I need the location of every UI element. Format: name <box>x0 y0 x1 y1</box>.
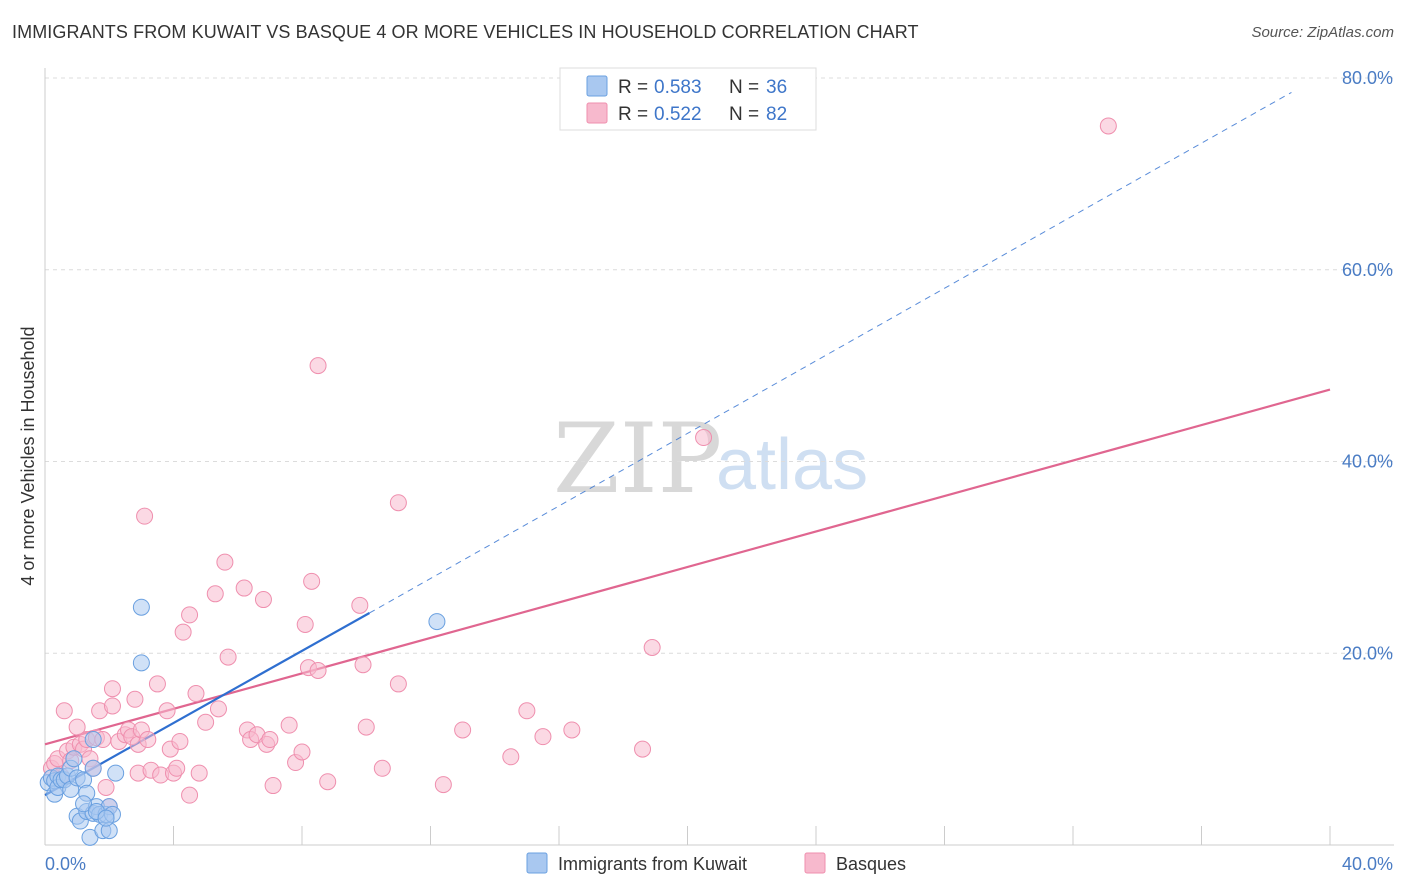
trend-line-kuwait-extension <box>369 91 1292 614</box>
data-points <box>39 117 1117 846</box>
watermark: ZIP atlas <box>553 403 868 515</box>
trend-line-basques <box>44 388 1331 746</box>
point-basques <box>181 606 199 624</box>
y-tick-label: 80.0% <box>1342 68 1393 88</box>
point-basques <box>68 718 86 736</box>
point-basques <box>216 553 234 571</box>
point-basques <box>354 656 372 674</box>
point-basques <box>136 507 154 525</box>
stats-r-value-kuwait: 0.583 <box>654 77 702 98</box>
stats-box: R = 0.583 N = 36 R = 0.522 N = 82 <box>559 67 817 131</box>
point-basques <box>563 721 581 739</box>
y-tick-label: 60.0% <box>1342 260 1393 280</box>
stats-n-label-basques: N = <box>729 104 759 125</box>
point-kuwait <box>97 809 115 827</box>
point-kuwait <box>75 795 93 813</box>
point-basques <box>309 357 327 375</box>
chart-title: IMMIGRANTS FROM KUWAIT VS BASQUE 4 OR MO… <box>12 22 919 42</box>
grid <box>45 77 1394 654</box>
point-basques <box>296 615 314 633</box>
point-basques <box>190 764 208 782</box>
point-basques <box>695 429 713 447</box>
stats-n-label-kuwait: N = <box>729 77 759 98</box>
point-kuwait <box>84 759 102 777</box>
legend-label-basques: Basques <box>836 854 906 874</box>
point-basques <box>209 700 227 718</box>
point-basques <box>293 743 311 761</box>
point-basques <box>1099 117 1117 135</box>
point-kuwait <box>132 598 150 616</box>
point-basques <box>197 713 215 731</box>
point-basques <box>103 680 121 698</box>
point-basques <box>235 579 253 597</box>
point-basques <box>103 697 121 715</box>
watermark-atlas: atlas <box>716 425 868 505</box>
point-basques <box>219 648 237 666</box>
point-basques <box>634 740 652 758</box>
point-basques <box>168 759 186 777</box>
axes <box>44 68 1394 846</box>
legend-swatch-kuwait <box>526 852 548 874</box>
y-tick-label: 40.0% <box>1342 452 1393 472</box>
point-basques <box>181 786 199 804</box>
stats-n-value-basques: 82 <box>766 104 787 125</box>
point-basques <box>351 596 369 614</box>
point-basques <box>389 494 407 512</box>
chart-source: Source: ZipAtlas.com <box>1251 24 1394 41</box>
point-basques <box>309 662 327 680</box>
point-basques <box>206 585 224 603</box>
point-basques <box>158 702 176 720</box>
stats-n-value-kuwait: 36 <box>766 77 787 98</box>
legend-swatch-basques <box>804 852 826 874</box>
point-basques <box>280 716 298 734</box>
point-kuwait <box>428 613 446 631</box>
point-basques <box>139 731 157 749</box>
x-tick-label: 0.0% <box>45 854 86 874</box>
point-basques <box>55 702 73 720</box>
point-kuwait <box>107 764 125 782</box>
point-kuwait <box>65 750 83 768</box>
point-basques <box>254 591 272 609</box>
stats-r-value-basques: 0.522 <box>654 104 702 125</box>
stats-r-label-basques: R = <box>618 104 648 125</box>
y-tick-label: 20.0% <box>1342 643 1393 663</box>
point-basques <box>534 728 552 746</box>
y-tick-labels: 20.0% 40.0% 60.0% 80.0% <box>1342 68 1393 663</box>
point-basques <box>502 748 520 766</box>
x-tick-labels: 0.0% 40.0% <box>45 854 1393 874</box>
point-basques <box>643 638 661 656</box>
point-basques <box>261 731 279 749</box>
watermark-zip: ZIP <box>553 403 722 515</box>
point-basques <box>454 721 472 739</box>
legend-label-kuwait: Immigrants from Kuwait <box>558 854 747 874</box>
legend: Immigrants from Kuwait Basques <box>526 852 906 874</box>
point-basques <box>389 675 407 693</box>
stats-swatch-basques <box>586 102 608 124</box>
point-basques <box>319 773 337 791</box>
point-basques <box>174 623 192 641</box>
point-basques <box>303 572 321 590</box>
x-tick-label: 40.0% <box>1342 854 1393 874</box>
point-basques <box>357 718 375 736</box>
point-kuwait <box>84 731 102 749</box>
stats-r-label-kuwait: R = <box>618 77 648 98</box>
point-basques <box>264 777 282 795</box>
point-basques <box>434 776 452 794</box>
point-basques <box>97 778 115 796</box>
point-basques <box>187 685 205 703</box>
point-basques <box>126 690 144 708</box>
stats-swatch-kuwait <box>586 75 608 97</box>
point-basques <box>171 732 189 750</box>
point-basques <box>148 675 166 693</box>
y-axis-label: 4 or more Vehicles in Household <box>18 326 38 585</box>
point-kuwait <box>132 654 150 672</box>
point-basques <box>518 702 536 720</box>
point-basques <box>373 759 391 777</box>
